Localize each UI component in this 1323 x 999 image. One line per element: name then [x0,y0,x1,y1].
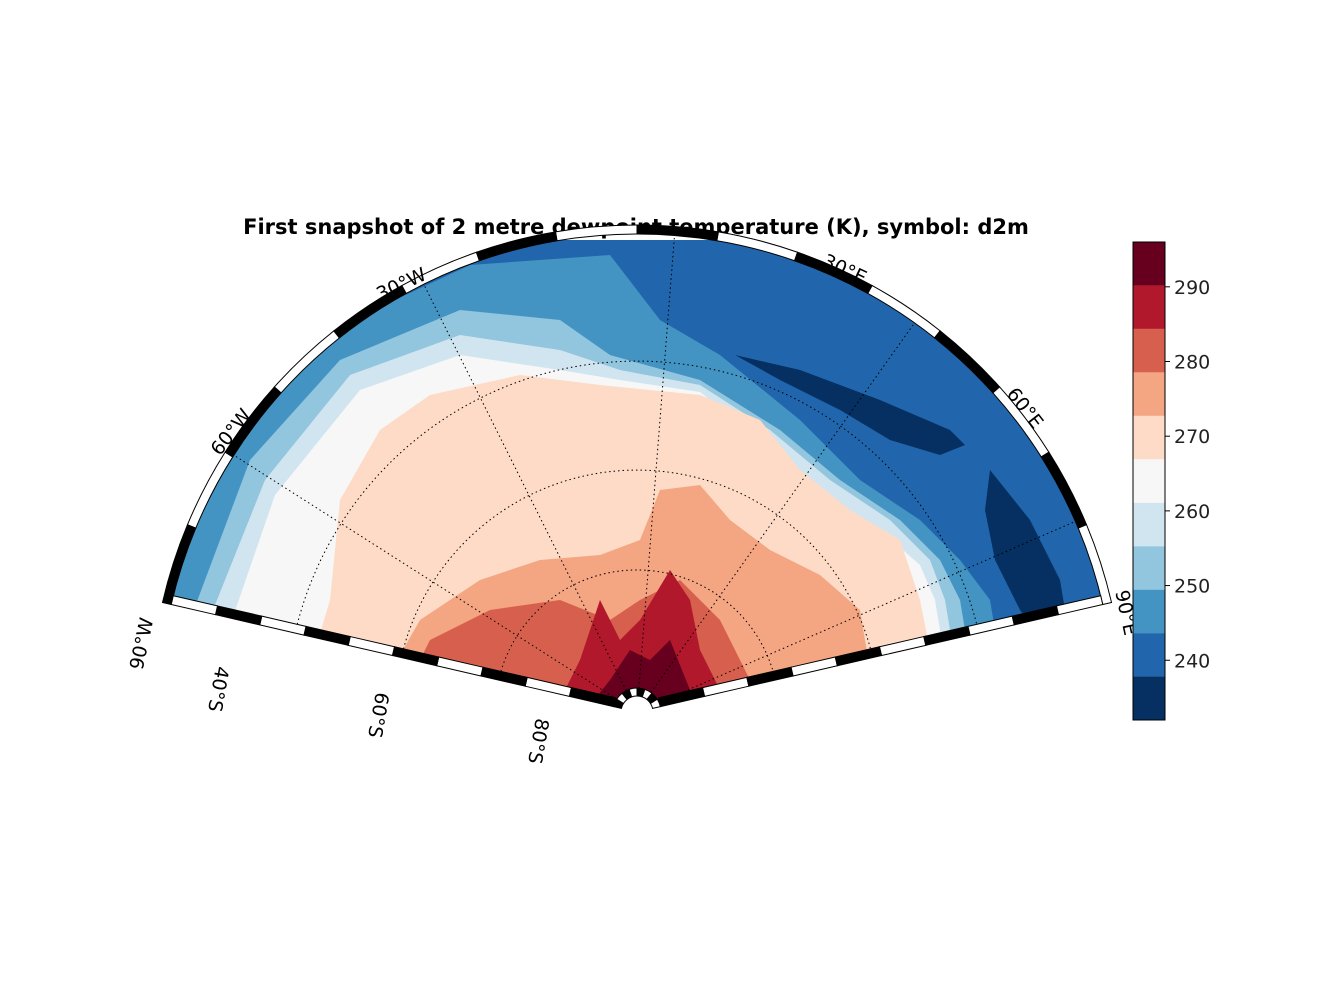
colorbar-swatch [1133,676,1165,720]
colorbar-tick-label: 250 [1174,576,1210,598]
colorbar-ticks: 240 250 260 270 280 290 [1165,277,1210,672]
latitude-circle [400,469,874,658]
colorbar: 240 250 260 270 280 290 [1132,241,1210,721]
band-deepest-blue [735,355,965,455]
latitude-circle [498,569,776,681]
latitude-label: 60°S [363,691,393,740]
graticule [233,235,1076,703]
colorbar-swatch [1133,415,1165,460]
map-frame [161,224,1113,710]
meridian-line [423,283,627,691]
colorbar-swatches [1133,242,1165,720]
meridian-line [638,235,676,689]
colorbar-tick-label: 240 [1174,650,1210,672]
meridian-line [658,520,1076,703]
colorbar-swatch [1133,502,1165,547]
colorbar-tick-label: 270 [1174,426,1210,448]
colorbar-swatch [1133,546,1165,590]
band-deepest-blue-east [985,470,1070,650]
colorbar-tick-label: 280 [1174,352,1210,374]
longitude-label: 90°W [126,616,158,672]
colorbar-tick-label: 260 [1174,501,1210,523]
colorbar-swatch [1133,285,1165,329]
colorbar-outline [1132,241,1166,721]
colorbar-tick-label: 290 [1174,277,1210,299]
colorbar-swatch [1133,328,1165,373]
colorbar-swatch [1133,242,1165,286]
latitude-label: 40°S [203,665,233,714]
colorbar-swatch [1133,633,1165,677]
frame-segment [170,595,219,616]
latitude-label: 80°S [523,717,553,766]
colorbar-swatch [1133,459,1165,503]
frame-segment [1055,595,1104,616]
map-sector [171,235,1103,707]
colorbar-swatch [1133,372,1165,416]
colorbar-swatch [1133,589,1165,634]
frame-segment [649,698,661,710]
meridian-line [650,322,915,693]
meridian-line [233,454,618,700]
